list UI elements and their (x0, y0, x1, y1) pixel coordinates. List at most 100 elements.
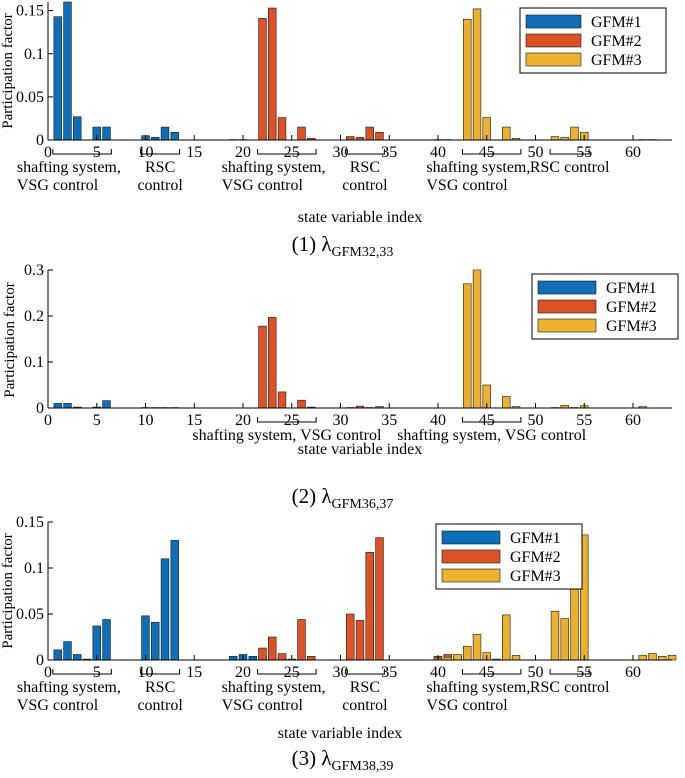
chart-3-bar-GFM2-31 (346, 613, 355, 661)
chart-2-group-bracket-2 (461, 417, 522, 423)
chart-3-bar-GFM2-22 (258, 647, 267, 661)
chart-3-bar-GFM1-11 (151, 621, 160, 661)
chart-3-bar-GFM2-27 (307, 656, 316, 661)
chart-2-xtick-label: 60 (625, 412, 641, 429)
chart-3-bar-GFM3-47 (502, 614, 511, 661)
caption-2-subscript: GFM36,37 (331, 497, 394, 513)
chart-3-xtick-label: 20 (235, 664, 251, 681)
chart-2: 0 0.1 0.2 0.3 0 5 10 15 20 25 30 35 40 45 50 55 60 Partic… (2, 262, 679, 458)
caption-2-number: (2) (291, 484, 322, 508)
chart-2-legend-swatch-2 (537, 299, 597, 314)
chart-1-bar-GFM3-43 (463, 18, 472, 141)
chart-2-xtick-label: 35 (381, 412, 397, 429)
chart-3-group-bracket-4 (344, 669, 385, 675)
chart-2-xtick-label: 20 (235, 412, 251, 429)
chart-2-bar-GFM3-47 (502, 396, 511, 409)
chart-3-bar-GFM3-43 (463, 645, 472, 661)
chart-3-xlabel: state variable index (278, 725, 402, 742)
caption-2: (2) λGFM36,37 (0, 484, 685, 512)
chart-1-bar-GFM2-33 (365, 126, 374, 141)
chart-1-group-bracket-2 (140, 149, 181, 155)
chart-1-bar-GFM2-24 (277, 117, 287, 141)
chart-1-group-label-2: RSC (145, 159, 175, 176)
chart-1-bar-GFM1-13 (170, 131, 179, 141)
chart-2-legend-label-3: GFM#3 (606, 318, 657, 335)
chart-1-legend-label-2: GFM#2 (591, 33, 642, 50)
chart-1-xtick-label: 20 (235, 144, 251, 161)
chart-3-ytick-label: 0 (36, 652, 44, 669)
chart-1-xtick-label: 30 (333, 144, 349, 161)
chart-3-group-label-6: RSC control (530, 679, 610, 696)
chart-3-legend-swatch-2 (441, 549, 501, 564)
chart-3-bar-GFM3-44 (472, 633, 482, 661)
chart-1-legend-swatch-3 (525, 52, 582, 67)
chart-3-legend-label-3: GFM#3 (510, 568, 561, 585)
chart-1-xlabel: state variable index (298, 209, 422, 226)
chart-1-group-label-6: RSC control (530, 159, 610, 176)
chart-1-bar-GFM3-44 (472, 8, 482, 141)
chart-2-bar-GFM2-24 (277, 391, 287, 409)
caption-1-lambda: λ (321, 232, 332, 256)
caption-3-number: (3) (291, 746, 322, 770)
chart-3: 0 0.05 0.1 0.15 0 5 10 15 20 25 30 35 40 45 50 55 60 Part… (0, 514, 677, 742)
chart-3-xtick-label: 35 (381, 664, 397, 681)
chart-2-bar-GFM1-2 (63, 403, 72, 409)
chart-1-bar-GFM2-31 (346, 136, 355, 141)
chart-3-bar-GFM3-48 (511, 655, 521, 661)
chart-1-bar-GFM1-3 (73, 116, 82, 141)
chart-2-legend-label-1: GFM#1 (606, 280, 657, 297)
chart-2-legend-label-2: GFM#2 (606, 299, 657, 316)
chart-2-xtick-label: 25 (284, 412, 300, 429)
chart-3-xtick-label: 45 (479, 664, 495, 681)
chart-3-group-label-2: control (137, 697, 183, 714)
chart-2-xtick-label: 5 (93, 412, 101, 429)
chart-3-group-bracket-1 (52, 669, 112, 675)
chart-2-ytick-label: 0.1 (24, 354, 44, 371)
caption-3: (3) λGFM38,39 (0, 746, 685, 774)
caption-3-subscript: GFM38,39 (331, 759, 394, 775)
chart-1-bar-GFM2-23 (268, 7, 277, 141)
chart-3-bar-GFM1-1 (53, 649, 62, 661)
chart-3-group-bracket-2 (140, 669, 181, 675)
chart-3-xtick-label: 0 (44, 664, 52, 681)
chart-3-bar-GFM2-32 (355, 620, 365, 661)
chart-1-bar-GFM1-2 (63, 1, 72, 141)
chart-1-bar-GFM2-34 (375, 131, 384, 141)
chart-1-legend-swatch-2 (525, 33, 582, 48)
chart-3-ytick-label: 0.1 (24, 560, 44, 577)
chart-2-bar-GFM3-43 (463, 283, 472, 409)
chart-3-xtick-label: 40 (430, 664, 446, 681)
chart-1-bar-GFM1-1 (53, 16, 62, 141)
chart-1-group-label-4: RSC (350, 159, 380, 176)
chart-1-group-label-3: VSG control (222, 177, 304, 194)
chart-3-bar-GFM1-3 (73, 654, 82, 661)
chart-1-group-label-4: control (342, 177, 388, 194)
chart-2-xtick-label: 45 (479, 412, 495, 429)
chart-3-group-label-1: shafting system, (17, 679, 121, 696)
chart-3-bar-GFM1-10 (141, 615, 150, 661)
chart-3-group-label-2: RSC (145, 679, 175, 696)
chart-1-xtick-label: 50 (528, 144, 544, 161)
chart-3-xtick-label: 50 (528, 664, 544, 681)
chart-2-ytick-label: 0.2 (24, 308, 44, 325)
chart-3-bar-GFM3-52 (550, 610, 560, 661)
chart-1-xtick-label: 25 (284, 144, 300, 161)
chart-3-bar-GFM3-42 (453, 654, 462, 661)
chart-2-bar-GFM3-44 (472, 269, 482, 409)
chart-3-bar-GFM3-61 (638, 655, 647, 661)
chart-1-group-label-1: shafting system, (17, 159, 121, 176)
chart-1-xtick-label: 10 (138, 144, 154, 161)
chart-2-xtick-label: 40 (430, 412, 446, 429)
chart-1: 0 0.05 0.1 0.15 0 5 10 15 20 25 30 35 40 45 50 55 60 Part… (0, 1, 672, 226)
chart-2-bar-GFM2-22 (258, 325, 267, 409)
chart-1-bar-GFM3-54 (570, 126, 579, 141)
chart-3-bar-GFM2-24 (277, 653, 287, 661)
chart-1-ytick-label: 0.1 (24, 46, 44, 63)
chart-3-group-label-3: shafting system, (222, 679, 326, 696)
chart-3-group-label-3: VSG control (222, 697, 304, 714)
chart-3-bar-GFM2-33 (365, 552, 374, 661)
chart-2-group-label-1: shafting system, VSG control (192, 427, 382, 444)
chart-1-group-bracket-1 (52, 149, 112, 155)
chart-1-xtick-label: 55 (576, 144, 592, 161)
chart-1-xtick-label: 35 (381, 144, 397, 161)
